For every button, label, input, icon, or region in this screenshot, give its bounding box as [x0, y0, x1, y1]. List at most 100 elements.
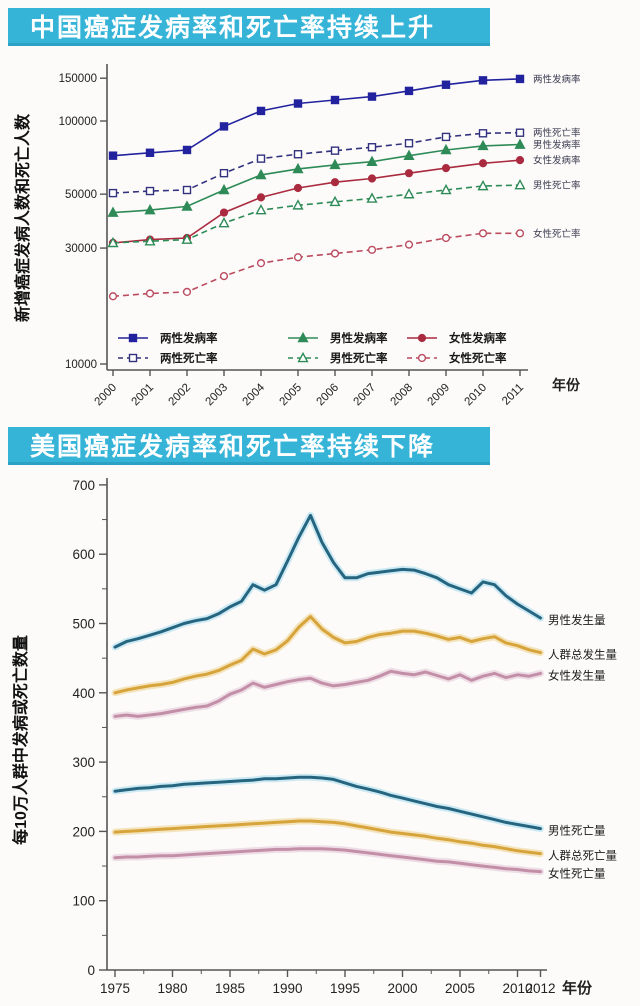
series-marker-3 — [293, 183, 303, 193]
series-marker-4 — [107, 236, 119, 248]
x-tick-label: 2010 — [463, 382, 490, 409]
legend-marker — [128, 333, 138, 343]
usa-cancer-trend-chart: 0 100 200 300 400 500 600 700 1975 1980 1985 1990 19… — [11, 478, 617, 997]
series-marker-0 — [293, 99, 303, 108]
series-line-4 — [113, 819, 542, 856]
series-marker-4 — [292, 199, 304, 210]
series-marker-1 — [256, 154, 266, 163]
series-marker-4 — [181, 233, 193, 244]
y-axis-title: 新增癌症发病人数和死亡人数 — [13, 113, 32, 322]
series-end-label: 女性死亡率 — [533, 228, 581, 240]
series-end-label: 两性发病率 — [533, 73, 581, 85]
legend-label: 两性发病率 — [160, 331, 218, 345]
series-line-0 — [113, 513, 542, 649]
y-tick-label: 700 — [72, 478, 95, 493]
series-marker-2 — [366, 155, 378, 166]
series-marker-3 — [330, 178, 340, 187]
series-end-label: 女性死亡量 — [548, 867, 606, 881]
series-marker-0 — [404, 86, 414, 96]
series-marker-2 — [255, 168, 267, 180]
series-marker-5 — [441, 233, 451, 243]
series-end-label: 女性发生量 — [548, 668, 606, 682]
series-end-label: 男性发生量 — [548, 613, 606, 627]
series-line-5 — [112, 232, 520, 298]
series-marker-1 — [330, 146, 340, 155]
series-marker-1 — [367, 143, 377, 152]
y-tick-label: 600 — [72, 547, 95, 562]
usa-title-text: 美国癌症发病率和死亡率持续下降 — [30, 432, 436, 461]
x-tick-label: 2004 — [241, 381, 268, 408]
series-marker-5 — [330, 249, 340, 258]
series-marker-4 — [514, 178, 526, 190]
series-marker-4 — [440, 183, 452, 195]
y-tick-label: 0 — [87, 963, 95, 978]
series-marker-0 — [256, 106, 266, 116]
series-marker-3 — [404, 169, 414, 178]
x-tick-label: 2001 — [130, 382, 157, 409]
legend-marker — [417, 333, 427, 343]
series-marker-5 — [478, 229, 488, 238]
series-marker-1 — [219, 168, 229, 178]
series-marker-2 — [403, 149, 415, 160]
china-title-banner: 中国癌症发病率和死亡率持续上升 — [8, 8, 490, 46]
series-marker-1 — [515, 128, 525, 137]
series-end-label: 男性死亡量 — [548, 824, 606, 838]
x-tick-label: 1990 — [272, 981, 302, 996]
series-marker-2 — [218, 183, 230, 195]
series-marker-0 — [219, 122, 229, 131]
series-marker-0 — [441, 80, 451, 89]
series-marker-0 — [145, 148, 155, 157]
series-marker-5 — [515, 229, 525, 238]
series-marker-4 — [144, 235, 156, 246]
china-cancer-trend-chart: 150000 100000 50000 30000 10000 2000 2001 2002 2… — [13, 64, 581, 409]
x-tick-label: 1995 — [330, 981, 360, 996]
series-marker-3 — [256, 193, 266, 202]
x-tick-label: 2010 — [502, 981, 532, 996]
y-tick-label: 300 — [72, 755, 95, 770]
usa-title-banner: 美国癌症发病率和死亡率持续下降 — [8, 427, 490, 465]
series-marker-4 — [255, 203, 267, 215]
series-marker-4 — [477, 179, 489, 191]
x-tick-label: 2006 — [315, 382, 342, 409]
series-marker-4 — [329, 195, 341, 207]
x-axis-title: 年份 — [562, 979, 593, 997]
y-tick-label: 500 — [72, 617, 95, 632]
series-marker-1 — [478, 129, 488, 138]
series-end-label: 男性发病率 — [533, 139, 581, 151]
x-tick-label: 2002 — [167, 382, 194, 409]
y-axis-title: 每10万人群中发病或死亡数量 — [11, 635, 30, 845]
series-marker-3 — [441, 163, 451, 173]
series-marker-5 — [256, 259, 266, 268]
series-marker-1 — [404, 139, 414, 148]
series-marker-5 — [293, 253, 303, 262]
series-glow-5 — [111, 845, 544, 876]
y-tick-label: 150000 — [59, 73, 97, 85]
series-line-2 — [112, 143, 521, 214]
series-marker-2 — [514, 138, 526, 149]
y-tick-label: 100000 — [59, 116, 97, 128]
series-marker-0 — [182, 145, 192, 155]
x-tick-label: 2005 — [445, 981, 475, 996]
series-marker-4 — [218, 217, 230, 228]
series-end-label: 男性死亡率 — [533, 180, 581, 192]
series-marker-1 — [182, 185, 192, 195]
x-tick-label: 2009 — [426, 382, 453, 409]
series-end-label: 女性发病率 — [533, 155, 581, 167]
series-marker-5 — [182, 287, 192, 297]
series-marker-0 — [478, 76, 488, 85]
legend-marker — [128, 353, 138, 363]
series-end-label: 人群总发生量 — [548, 648, 617, 662]
series-marker-4 — [403, 188, 415, 199]
x-axis-title: 年份 — [552, 377, 581, 393]
legend-marker — [297, 331, 309, 343]
series-marker-2 — [477, 139, 489, 151]
series-marker-2 — [107, 206, 119, 217]
series-line-1 — [113, 615, 542, 695]
x-tick-label: 1975 — [100, 981, 130, 996]
series-line-2 — [113, 669, 542, 718]
series-line-4 — [112, 184, 521, 244]
series-line-0 — [112, 78, 521, 157]
legend-label: 女性发病率 — [449, 331, 507, 345]
y-tick-label: 200 — [72, 824, 95, 839]
series-marker-3 — [515, 156, 525, 165]
